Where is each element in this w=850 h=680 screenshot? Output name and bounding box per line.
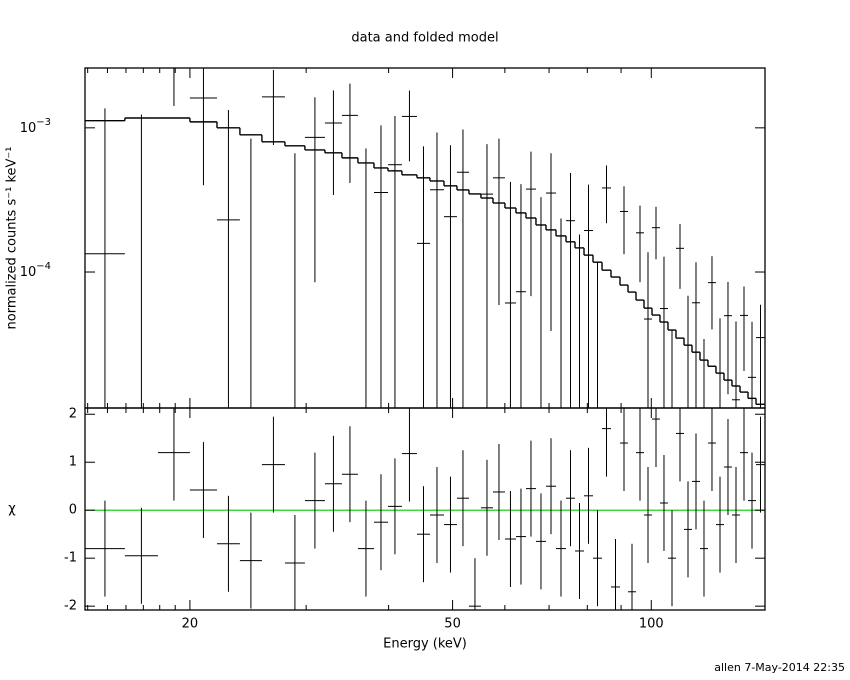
y-tick-label: -1 (64, 551, 77, 566)
x-tick-label: 100 (639, 617, 664, 632)
y-tick-base: 10 (20, 120, 37, 135)
chart-title: data and folded model (351, 31, 498, 46)
y-tick-label: 0 (69, 503, 77, 518)
y-tick-label: 10−4 (20, 261, 51, 280)
footer: allen 7-May-2014 22:35 (714, 661, 845, 674)
residual-plot (85, 408, 765, 610)
x-axis-label: Energy (keV) (383, 637, 467, 652)
y-tick-label: -2 (64, 599, 77, 614)
spectrum-plot (85, 68, 765, 408)
y-axis-label: normalized counts s⁻¹ keV⁻¹ (5, 147, 20, 330)
bottom-frame (84, 407, 766, 611)
residual-axis-label: χ (8, 502, 16, 517)
y-tick-base: 10 (20, 265, 37, 280)
x-tick-label: 50 (444, 617, 461, 632)
y-tick-exponent: −3 (36, 117, 51, 128)
y-tick-label: 2 (69, 407, 77, 422)
x-tick-label: 20 (182, 617, 199, 632)
y-tick-label: 10−3 (20, 117, 51, 136)
y-tick-exponent: −4 (36, 261, 51, 272)
y-tick-label: 1 (69, 455, 77, 470)
